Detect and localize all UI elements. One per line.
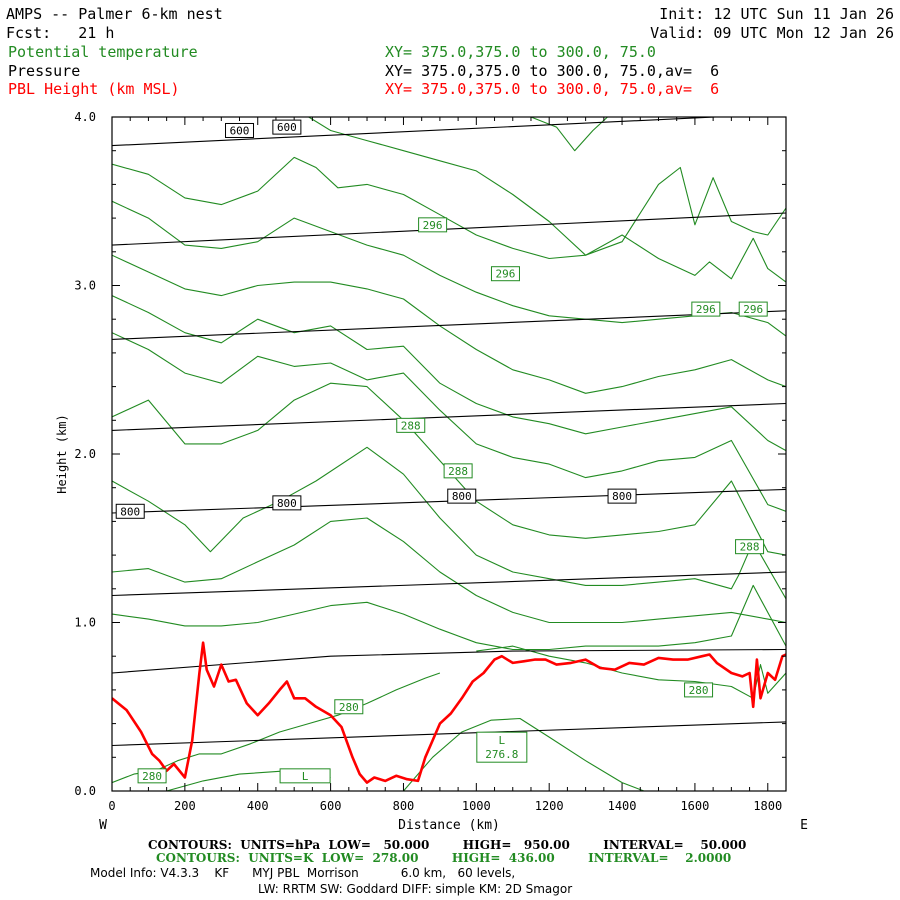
pbl-line-0	[112, 641, 786, 784]
contour-label-box-1	[272, 119, 302, 135]
contour-label-8: 296	[696, 303, 716, 316]
pressure-line-7	[112, 117, 726, 147]
west-label: W	[99, 818, 107, 833]
contour-label-box-4	[447, 488, 477, 504]
pressure-contour-info: CONTOURS: UNITS=hPa LOW= 50.000 HIGH= 95…	[148, 838, 747, 852]
contour-label-box-11	[443, 463, 473, 479]
contour-label-box-8	[691, 301, 721, 317]
field-xy-pbl: XY= 375.0,375.0 to 300.0, 75.0,av= 6	[385, 80, 720, 98]
theta-line-14	[530, 117, 608, 152]
pressure-line-6	[112, 212, 786, 246]
theta-line-9	[112, 295, 786, 452]
theta-line-13	[308, 117, 786, 256]
field-xy-pressure: XY= 375.0,375.0 to 300.0, 75.0,av= 6	[385, 62, 720, 80]
contour-label-box-16	[279, 768, 331, 784]
x-tick-label-8: 1600	[680, 799, 709, 813]
theta-line-7	[112, 382, 786, 556]
x-tick-label-7: 1400	[608, 799, 637, 813]
contour-label-box-13	[334, 699, 364, 715]
contour-label-12: 288	[740, 541, 760, 554]
model-info: Model Info: V4.3.3 KF MYJ PBL Morrison 6…	[90, 866, 516, 880]
contour-label-13: 280	[339, 701, 359, 714]
contour-label-16: L	[302, 770, 309, 783]
contour-label-box-14	[684, 682, 714, 698]
contour-label-5: 800	[612, 490, 632, 503]
x-tick-label-1: 200	[174, 799, 196, 813]
plot-lines	[112, 117, 786, 791]
pressure-line-5	[112, 310, 786, 340]
contour-label-box-15	[137, 768, 167, 784]
contour-label-15: 280	[142, 770, 162, 783]
contour-label-box-0	[225, 122, 255, 138]
x-tick-label-0: 0	[108, 799, 115, 813]
contour-label-0: 600	[230, 124, 250, 137]
theta-line-10	[112, 254, 786, 394]
field-name-pbl: PBL Height (km MSL)	[8, 80, 180, 98]
y-tick-label-3: 3.0	[74, 279, 96, 293]
contour-label-box-6	[418, 217, 448, 233]
contour-label-box-12	[735, 539, 765, 555]
theta-contour-info: CONTOURS: UNITS=K LOW= 278.00 HIGH= 436.…	[156, 851, 732, 865]
theta-line-4	[112, 584, 786, 651]
contour-label-10: 288	[401, 419, 421, 432]
contour-label-17: L	[499, 734, 506, 747]
x-tick-label-6: 1200	[535, 799, 564, 813]
x-tick-label-5: 1000	[462, 799, 491, 813]
x-tick-label-9: 1800	[753, 799, 782, 813]
theta-line-11	[112, 200, 786, 337]
field-name-theta: Potential temperature	[8, 43, 198, 61]
theta-line-2	[403, 717, 645, 791]
pressure-line-4	[112, 402, 786, 431]
y-tick-label-0: 0.0	[74, 784, 96, 798]
contour-label-box-2	[115, 503, 145, 519]
contour-label-9: 296	[743, 303, 763, 316]
x-tick-label-3: 600	[320, 799, 342, 813]
theta-line-1	[112, 672, 441, 784]
contour-label-2: 800	[120, 505, 140, 518]
contour-label-box-7	[490, 266, 520, 282]
theta-line-5	[112, 517, 786, 624]
contour-label-3: 800	[277, 497, 297, 510]
pressure-line-2	[112, 571, 786, 597]
theta-line-12	[112, 156, 786, 283]
contour-label-6: 296	[423, 219, 443, 232]
y-tick-label-2: 2.0	[74, 447, 96, 461]
contour-label-4: 800	[452, 490, 472, 503]
field-name-pressure: Pressure	[8, 62, 81, 80]
contour-label-1: 600	[277, 121, 297, 134]
contour-label-7: 296	[496, 268, 516, 281]
contour-label-box-10	[396, 417, 426, 433]
y-axis-label: Height (km)	[55, 414, 69, 493]
contour-label-box-9	[738, 301, 768, 317]
contour-label-box-17	[476, 731, 528, 763]
forecast-hour: Fcst: 21 h	[6, 24, 115, 42]
theta-line-8	[112, 332, 786, 512]
theta-line-6	[112, 446, 786, 600]
contour-label-box-3	[272, 495, 302, 511]
physics-info: LW: RRTM SW: Goddard DIFF: simple KM: 2D…	[258, 882, 573, 896]
pressure-line-1	[112, 648, 786, 674]
x-tick-label-2: 400	[247, 799, 269, 813]
x-axis-label: Distance (km)	[398, 818, 500, 833]
x-tick-label-4: 800	[393, 799, 415, 813]
pressure-line-0	[112, 721, 786, 747]
field-xy-theta: XY= 375.0,375.0 to 300.0, 75.0	[385, 43, 656, 61]
y-tick-label-1: 1.0	[74, 616, 96, 630]
theta-line-3	[476, 645, 786, 699]
plot-title: AMPS -- Palmer 6-km nest	[6, 5, 223, 23]
contour-label-box-5	[607, 488, 637, 504]
contour-label-14: 280	[689, 684, 709, 697]
east-label: E	[800, 818, 808, 833]
valid-time: Valid: 09 UTC Mon 12 Jan 26	[650, 24, 894, 42]
contour-label-11: 288	[448, 465, 468, 478]
y-tick-label-4: 4.0	[74, 110, 96, 124]
minimum-value-label: 276.8	[485, 748, 518, 761]
init-time: Init: 12 UTC Sun 11 Jan 26	[659, 5, 894, 23]
